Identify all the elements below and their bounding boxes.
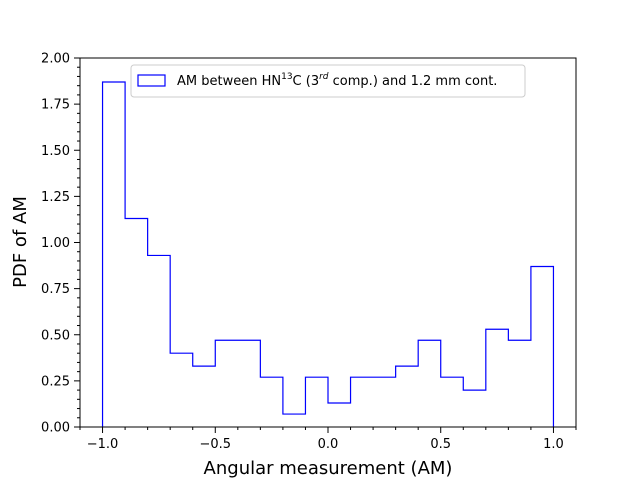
legend-entry: AM between HN13C (3rd comp.) and 1.2 mm … [177, 72, 497, 89]
x-tick-label: 1.0 [543, 437, 564, 452]
y-tick-label: 0.25 [41, 374, 70, 389]
x-tick-label: −0.5 [199, 437, 231, 452]
y-tick-label: 0.50 [41, 328, 70, 343]
y-tick-label: 1.75 [41, 98, 70, 113]
plot-area [80, 58, 576, 427]
y-axis-label: PDF of AM [10, 196, 31, 288]
legend: AM between HN13C (3rd comp.) and 1.2 mm … [130, 64, 526, 98]
legend-sup-rd: rd [319, 72, 329, 82]
major-ticks [74, 57, 554, 433]
y-tick-label: 1.25 [41, 190, 70, 205]
x-tick-labels: −1.0 −0.5 0.0 0.5 1.0 [87, 437, 564, 452]
legend-text-mid: C (3 [293, 74, 320, 89]
legend-text-prefix: AM between HN [177, 74, 281, 89]
plot-frame [79, 57, 577, 428]
legend-text-suffix: comp.) and 1.2 mm cont. [329, 74, 498, 89]
legend-swatch [137, 74, 166, 87]
legend-sup-13: 13 [281, 72, 292, 82]
y-tick-label: 0.00 [41, 421, 70, 436]
histogram-step-line [101, 81, 555, 427]
y-tick-label: 2.00 [41, 52, 70, 67]
legend-box [130, 64, 526, 98]
x-tick-label: 0.0 [318, 437, 339, 452]
x-tick-label: 0.5 [430, 437, 451, 452]
y-tick-label: 1.50 [41, 144, 70, 159]
y-tick-labels: 0.00 0.25 0.50 0.75 1.00 1.25 1.50 1.75 2.00 [41, 52, 70, 436]
x-axis-label: Angular measurement (AM) [204, 458, 453, 479]
y-tick-label: 0.75 [41, 282, 70, 297]
y-tick-label: 1.00 [41, 236, 70, 251]
x-tick-label: −1.0 [87, 437, 119, 452]
